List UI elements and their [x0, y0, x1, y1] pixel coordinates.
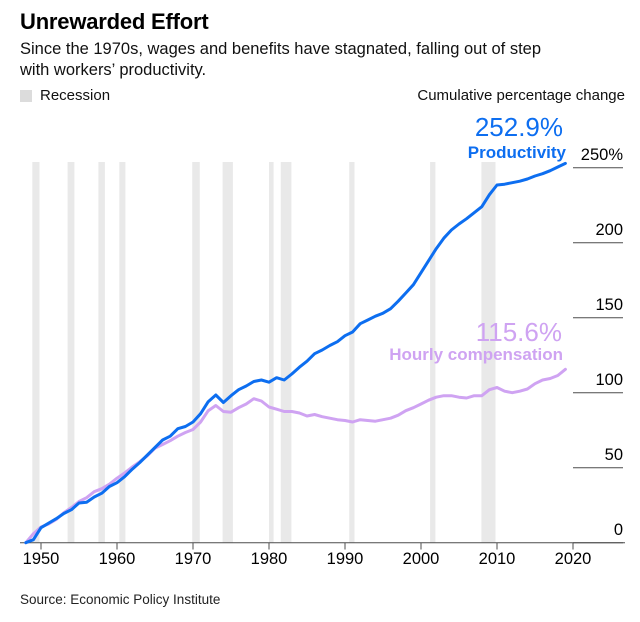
- compensation-end-value: 115.6%: [475, 317, 562, 347]
- recession-band: [280, 162, 292, 543]
- subtitle-line-2: with workers’ productivity.: [20, 61, 207, 79]
- recession-band: [98, 162, 105, 543]
- x-tick-label: 1970: [174, 550, 212, 568]
- x-tick-label: 2020: [554, 550, 592, 568]
- y-axis-title: Cumulative percentage change: [417, 87, 625, 104]
- x-tick-label: 1990: [326, 550, 364, 568]
- productivity-end-value: 252.9%: [474, 112, 563, 142]
- series-line-compensation: [24, 367, 567, 545]
- x-tick-label: 1980: [250, 550, 288, 568]
- y-tick-label: 250%: [580, 145, 623, 164]
- recession-swatch-icon: [20, 89, 32, 102]
- recession-band: [32, 162, 40, 543]
- source-note: Source: Economic Policy Institute: [20, 592, 221, 607]
- recession-band: [222, 162, 233, 543]
- series-line-productivity: [24, 161, 567, 545]
- recession-band: [269, 162, 274, 543]
- recession-band: [481, 162, 496, 543]
- x-tick-label: 1960: [98, 550, 136, 568]
- subtitle-line-1: Since the 1970s, wages and benefits have…: [20, 40, 542, 58]
- y-tick-label: 0: [613, 520, 623, 539]
- x-tick-label: 2010: [478, 550, 516, 568]
- y-tick-label: 100: [595, 370, 623, 389]
- y-tick-label: 150: [595, 295, 623, 314]
- recession-band: [430, 162, 436, 543]
- y-tick-label: 50: [604, 445, 623, 464]
- recession-band: [192, 162, 200, 543]
- x-tick-label: 1950: [22, 550, 60, 568]
- legend: Recession: [20, 87, 110, 104]
- productivity-series-label: Productivity: [467, 143, 566, 162]
- x-tick-label: 2000: [402, 550, 440, 568]
- chart-subtitle: Since the 1970s, wages and benefits have…: [20, 39, 620, 81]
- compensation-series-label: Hourly compensation: [389, 345, 563, 364]
- recession-band: [119, 162, 126, 543]
- recession-band: [67, 162, 75, 543]
- y-tick-label: 200: [595, 220, 623, 239]
- recession-band: [349, 162, 355, 543]
- legend-recession-label: Recession: [40, 87, 111, 104]
- page-title: Unrewarded Effort: [20, 9, 209, 34]
